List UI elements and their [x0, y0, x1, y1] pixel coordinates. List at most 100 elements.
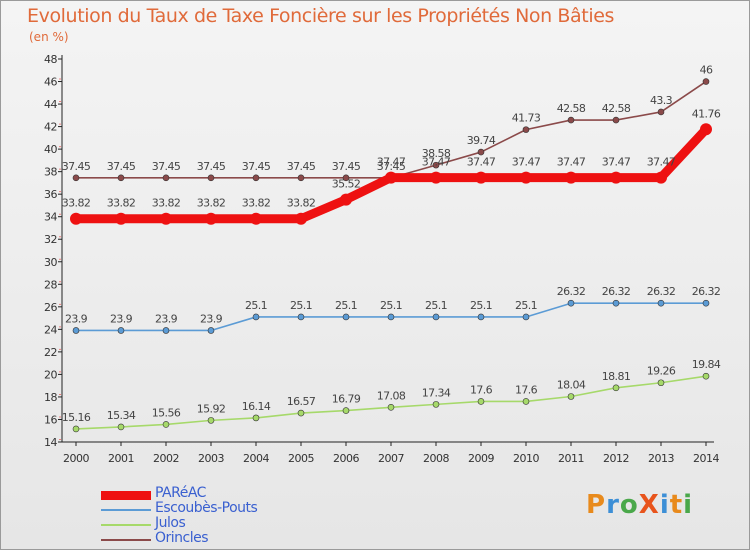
data-point — [117, 423, 125, 431]
data-label: 37.47 — [512, 156, 541, 169]
data-point — [477, 148, 485, 156]
data-point — [117, 174, 125, 182]
legend-swatch — [101, 524, 151, 526]
data-label: 46 — [700, 64, 713, 77]
data-point — [430, 171, 442, 184]
data-label: 37.45 — [152, 160, 181, 173]
y-tick-label: 32 — [44, 233, 57, 246]
y-tick-label: 48 — [44, 53, 57, 66]
data-point — [655, 171, 667, 184]
y-tick-label: 34 — [44, 211, 57, 224]
data-point — [522, 313, 530, 321]
data-label: 37.45 — [377, 160, 406, 173]
data-point — [115, 212, 127, 225]
data-point — [252, 313, 260, 321]
data-point — [297, 313, 305, 321]
x-tick-label: 2014 — [693, 452, 719, 465]
data-point — [207, 327, 215, 334]
y-tick-label: 22 — [44, 346, 57, 359]
x-tick-label: 2013 — [648, 452, 674, 465]
data-label: 37.47 — [557, 156, 586, 169]
data-label: 23.9 — [65, 312, 88, 325]
data-label: 15.92 — [197, 402, 226, 415]
data-point — [612, 384, 620, 392]
y-tick-label: 46 — [44, 76, 57, 89]
data-label: 33.82 — [197, 197, 226, 210]
data-label: 18.04 — [557, 378, 586, 391]
y-tick-label: 40 — [44, 143, 57, 156]
data-point — [162, 421, 170, 428]
data-label: 42.58 — [557, 102, 586, 115]
data-label: 15.16 — [62, 411, 91, 424]
data-label: 25.1 — [335, 299, 357, 312]
x-tick-label: 2000 — [63, 452, 89, 465]
legend-label: PARéAC — [155, 485, 206, 501]
data-point — [252, 174, 260, 182]
data-point — [117, 327, 125, 334]
y-tick-label: 14 — [44, 436, 57, 449]
logo-letter: o — [619, 490, 639, 520]
data-point — [207, 174, 215, 182]
data-point — [657, 108, 665, 116]
legend-swatch — [101, 490, 151, 500]
data-point — [205, 212, 217, 225]
logo-letter: P — [586, 490, 607, 520]
data-point — [432, 313, 440, 321]
y-tick-label: 42 — [44, 121, 57, 134]
data-label: 37.47 — [377, 156, 406, 169]
data-label: 39.74 — [467, 134, 496, 147]
data-point — [432, 161, 440, 169]
data-point — [565, 171, 577, 184]
data-point — [522, 398, 530, 405]
y-tick-label: 20 — [44, 368, 57, 381]
data-label: 25.1 — [425, 299, 447, 312]
legend-swatch — [101, 509, 151, 511]
data-point — [72, 174, 80, 182]
data-point — [700, 123, 712, 136]
logo-letter: i — [659, 490, 670, 520]
data-label: 25.1 — [515, 299, 537, 312]
data-label: 37.47 — [602, 156, 631, 169]
data-point — [657, 379, 665, 387]
data-point — [567, 299, 575, 307]
data-point — [162, 174, 170, 182]
legend-label: Orincles — [155, 530, 209, 546]
x-tick-label: 2001 — [108, 452, 134, 465]
data-label: 25.1 — [380, 299, 402, 312]
data-label: 16.14 — [242, 400, 271, 413]
data-point — [567, 393, 575, 400]
data-point — [612, 299, 620, 307]
data-label: 15.34 — [107, 409, 136, 422]
data-label: 19.26 — [647, 365, 676, 378]
data-point — [520, 171, 532, 184]
data-label: 26.32 — [602, 285, 631, 298]
data-label: 33.82 — [107, 197, 136, 210]
data-label: 25.1 — [245, 299, 267, 312]
proxiti-logo: ProXiti — [586, 490, 693, 520]
x-tick-label: 2003 — [198, 452, 224, 465]
data-label: 16.79 — [332, 393, 361, 406]
x-tick-label: 2002 — [153, 452, 179, 465]
data-point — [160, 212, 172, 225]
data-point — [385, 171, 397, 184]
data-point — [702, 299, 710, 307]
legend-label: Julos — [155, 515, 186, 531]
data-label: 37.45 — [332, 160, 361, 173]
data-label: 23.9 — [200, 312, 223, 325]
data-label: 41.73 — [512, 112, 541, 125]
data-label: 37.45 — [287, 160, 316, 173]
data-point — [295, 212, 307, 225]
data-label: 33.82 — [287, 197, 316, 210]
x-tick-label: 2012 — [603, 452, 629, 465]
data-label: 17.6 — [515, 383, 538, 396]
data-label: 26.32 — [647, 285, 676, 298]
data-label: 33.82 — [152, 197, 181, 210]
data-label: 37.47 — [647, 156, 676, 169]
data-point — [522, 126, 530, 133]
legend-swatch — [101, 539, 151, 541]
data-label: 37.45 — [62, 160, 91, 173]
data-point — [70, 212, 82, 225]
y-tick-label: 30 — [44, 256, 57, 269]
data-label: 26.32 — [692, 285, 721, 298]
